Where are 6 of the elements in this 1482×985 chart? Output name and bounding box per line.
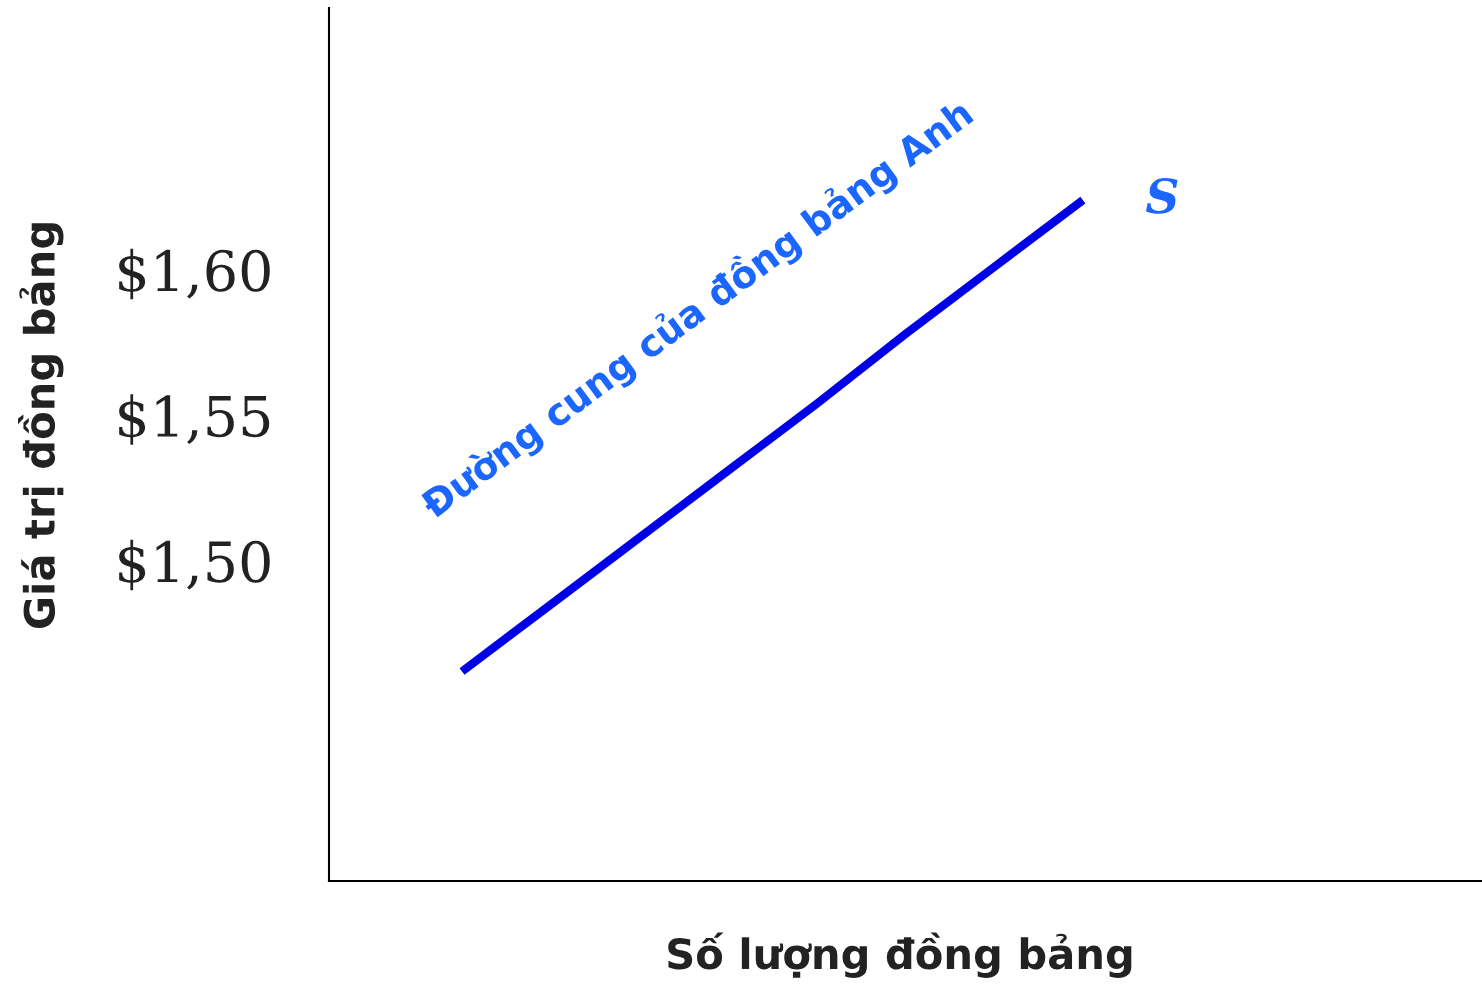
y-axis-title: Giá trị đồng bảng xyxy=(18,223,64,629)
y-tick-label: $1,60 xyxy=(119,248,270,300)
y-tick-label: $1,55 xyxy=(119,394,270,445)
x-axis-title: Số lượng đồng bảng xyxy=(668,932,1132,978)
series-label: S xyxy=(1146,178,1178,214)
y-tick-label: $1,50 xyxy=(119,539,270,591)
